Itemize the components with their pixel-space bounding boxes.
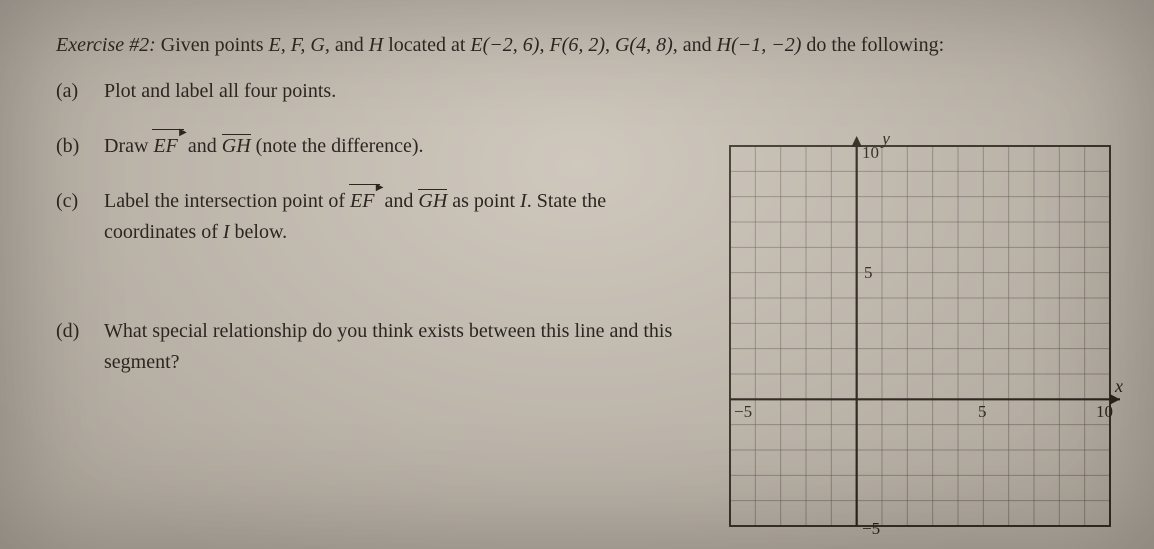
tick-xneg5: −5 (734, 402, 752, 421)
line-EF-2: ▶EF (350, 186, 374, 217)
item-list: (a) Plot and label all four points. (b) … (56, 76, 696, 378)
segment-GH-2: GH (418, 189, 447, 212)
item-d: (d) What special relationship do you thi… (56, 316, 696, 378)
tick-yneg5: −5 (862, 519, 880, 538)
item-c-label: (c) (56, 186, 90, 248)
item-d-text: What special relationship do you think e… (104, 316, 696, 378)
item-a-label: (a) (56, 76, 90, 107)
item-a: (a) Plot and label all four points. (56, 76, 696, 107)
tick-x5: 5 (978, 402, 987, 421)
item-c: (c) Label the intersection point of ▶EF … (56, 186, 696, 248)
item-b-text: Draw ▶EF and GH (note the difference). (104, 131, 424, 162)
exercise-lead: Exercise #2: (56, 34, 156, 56)
item-d-label: (d) (56, 316, 90, 378)
x-axis-label: x (1114, 376, 1123, 396)
item-b-label: (b) (56, 131, 90, 162)
item-c-text: Label the intersection point of ▶EF and … (104, 186, 696, 248)
line-EF: ▶EF (153, 131, 177, 162)
item-b: (b) Draw ▶EF and GH (note the difference… (56, 131, 696, 162)
item-a-text: Plot and label all four points. (104, 76, 336, 107)
segment-GH: GH (222, 134, 251, 157)
exercise-prompt: Exercise #2: Given points E, F, G, and H… (56, 28, 1086, 62)
tick-x10: 10 (1096, 402, 1113, 421)
